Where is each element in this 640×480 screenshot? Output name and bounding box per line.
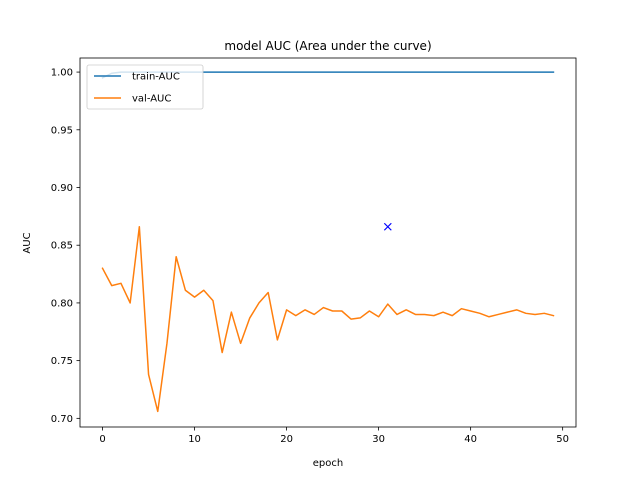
y-axis-label: AUC <box>22 232 33 253</box>
y-tick-label: 0.70 <box>51 414 73 425</box>
x-tick-label: 30 <box>372 434 385 445</box>
chart-title: model AUC (Area under the curve) <box>224 39 431 53</box>
y-tick-label: 0.80 <box>51 298 73 309</box>
legend-label: val-AUC <box>132 94 171 105</box>
y-tick-label: 1.00 <box>51 68 73 79</box>
x-tick-label: 50 <box>556 434 569 445</box>
y-tick-label: 0.75 <box>51 356 73 367</box>
plot-area: 0 10 20 30 40 50 0.70 0.75 0.80 0.85 0.90 0.95 1.00 t… <box>51 57 577 445</box>
legend-label: train-AUC <box>132 72 180 83</box>
y-tick-label: 0.85 <box>51 241 73 252</box>
x-tick-label: 20 <box>280 434 293 445</box>
x-tick-label: 0 <box>99 434 105 445</box>
x-tick-label: 40 <box>464 434 477 445</box>
y-tick-label: 0.90 <box>51 183 73 194</box>
series-line-val-auc <box>101 226 555 413</box>
x-tick-label: 10 <box>188 434 201 445</box>
x-marker-0 <box>383 222 392 231</box>
x-axis-label: epoch <box>313 458 343 469</box>
plot-frame <box>79 57 577 428</box>
y-tick-label: 0.95 <box>51 125 73 136</box>
